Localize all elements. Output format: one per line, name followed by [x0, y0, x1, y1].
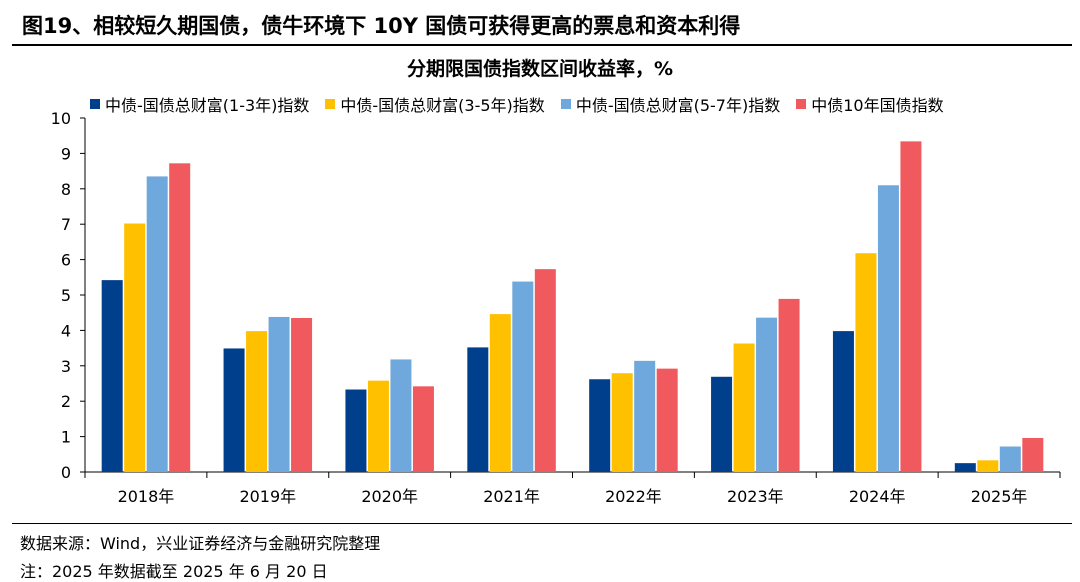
y-tick-label: 2 [61, 392, 71, 411]
bar-2-1 [268, 316, 290, 472]
y-tick-label: 0 [61, 463, 71, 482]
bar-1-6 [855, 253, 877, 472]
x-tick-label: 2025年 [971, 487, 1028, 506]
x-tick-label: 2024年 [849, 487, 906, 506]
legend-item-3-5y: 中债-国债总财富(3-5年)指数 [325, 92, 545, 116]
legend-label-10y: 中债10年国债指数 [811, 96, 944, 115]
x-tick-label: 2023年 [727, 487, 784, 506]
bar-1-5 [733, 343, 755, 472]
bar-3-3 [534, 269, 556, 472]
x-tick-label: 2021年 [483, 487, 540, 506]
legend: 中债-国债总财富(1-3年)指数 中债-国债总财富(3-5年)指数 中债-国债总… [90, 92, 944, 116]
source-text: 数据来源：Wind，兴业证券经济与金融研究院整理 [20, 534, 381, 553]
title-divider [12, 44, 1072, 46]
bar-0-6 [832, 331, 854, 472]
bar-1-7 [977, 460, 999, 472]
y-tick-label: 10 [51, 109, 71, 128]
bar-0-0 [101, 280, 123, 472]
bar-2-3 [512, 281, 534, 472]
legend-label-1-3y: 中债-国债总财富(1-3年)指数 [105, 96, 310, 115]
x-tick-label: 2020年 [361, 487, 418, 506]
bar-1-0 [124, 223, 146, 472]
x-tick-label: 2022年 [605, 487, 662, 506]
y-tick-label: 6 [61, 251, 71, 270]
chart-title: 分期限国债指数区间收益率，% [406, 58, 674, 80]
bar-1-3 [489, 314, 511, 472]
bar-0-7 [954, 463, 976, 472]
y-tick-label: 3 [61, 357, 71, 376]
x-tick-label: 2018年 [118, 487, 175, 506]
figure-title: 图19、相较短久期国债，债牛环境下 10Y 国债可获得更高的票息和资本利得 [22, 14, 741, 38]
note-text: 注：2025 年数据截至 2025 年 6 月 20 日 [20, 562, 328, 581]
bar-3-4 [656, 368, 678, 472]
bar-0-4 [589, 379, 611, 472]
bar-3-2 [412, 386, 434, 472]
bar-0-3 [467, 347, 489, 472]
legend-item-1-3y: 中债-国债总财富(1-3年)指数 [90, 92, 309, 116]
bar-3-6 [900, 141, 922, 472]
bar-1-4 [611, 373, 633, 472]
bar-3-5 [778, 298, 800, 472]
legend-item-5-7y: 中债-国债总财富(5-7年)指数 [560, 92, 781, 116]
legend-swatch-3-5y [325, 99, 336, 109]
bar-2-7 [999, 446, 1021, 472]
bar-1-1 [246, 331, 268, 472]
y-tick-label: 1 [61, 428, 71, 447]
bar-1-2 [367, 380, 389, 472]
y-tick-label: 9 [61, 144, 71, 163]
y-tick-label: 5 [61, 286, 71, 305]
bar-0-5 [711, 376, 733, 472]
bar-2-4 [634, 360, 656, 472]
bar-chart-plot: 0 1 2 3 4 5 6 7 8 9 10 2018年 2019年 2020年 2021年 2022年 202… [51, 109, 1061, 506]
legend-swatch-10y [796, 99, 807, 109]
y-tick-label: 8 [61, 180, 71, 199]
y-tick-label: 7 [61, 215, 71, 234]
y-tick-label: 4 [61, 321, 71, 340]
legend-label-5-7y: 中债-国债总财富(5-7年)指数 [575, 96, 781, 115]
bar-0-2 [345, 389, 367, 472]
footer-divider [12, 523, 1072, 524]
bar-3-1 [291, 318, 313, 472]
bar-2-2 [390, 359, 412, 472]
bar-2-6 [877, 185, 899, 472]
bar-2-0 [146, 176, 168, 472]
x-tick-label: 2019年 [239, 487, 296, 506]
legend-swatch-1-3y [90, 99, 100, 109]
legend-item-10y: 中债10年国债指数 [796, 92, 944, 116]
legend-swatch-5-7y [560, 99, 571, 109]
legend-label-3-5y: 中债-国债总财富(3-5年)指数 [340, 96, 545, 115]
bar-2-5 [756, 317, 778, 472]
bar-0-1 [223, 348, 245, 472]
bar-3-7 [1022, 438, 1044, 472]
bar-3-0 [169, 163, 191, 472]
